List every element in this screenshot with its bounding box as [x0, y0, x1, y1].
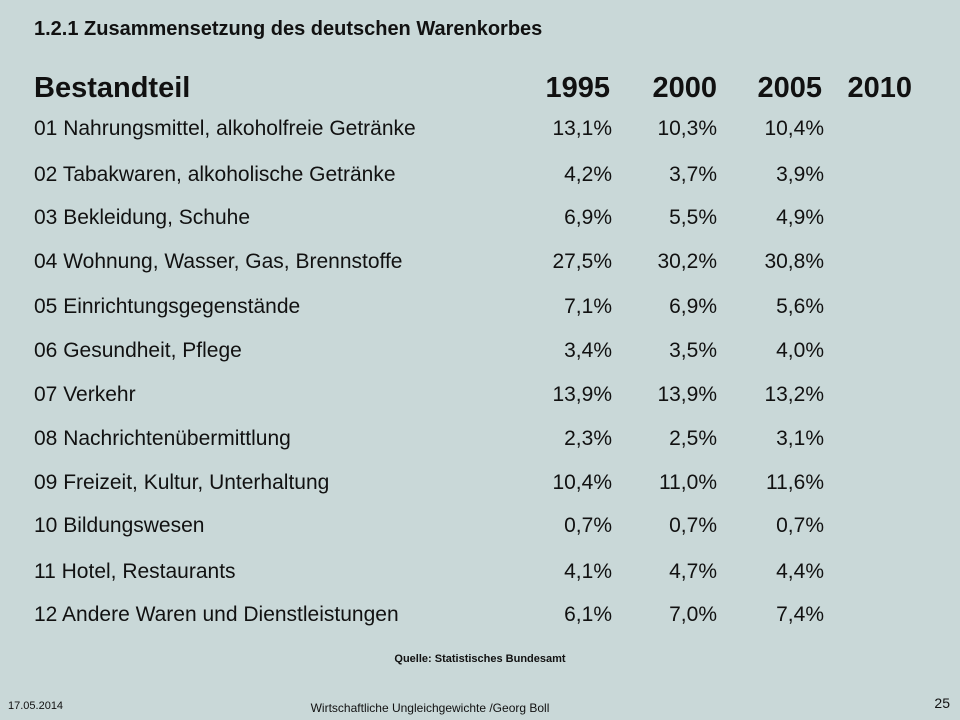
table-cell: 27,5%: [552, 250, 612, 273]
footer-date: 17.05.2014: [8, 700, 64, 712]
row-label: 09 Freizeit, Kultur, Unterhaltung: [34, 471, 330, 494]
table-cell: 30,8%: [764, 250, 824, 273]
table-cell: 13,9%: [552, 383, 612, 406]
table-cell: 4,4%: [776, 560, 824, 583]
header-2005: 2005: [757, 72, 822, 104]
slide-title: 1.2.1 Zusammensetzung des deutschen Ware…: [34, 18, 543, 40]
table-cell: 13,9%: [657, 383, 717, 406]
row-label: 08 Nachrichtenübermittlung: [34, 427, 291, 450]
row-label: 10 Bildungswesen: [34, 514, 205, 537]
page-number: 25: [934, 695, 950, 711]
row-label: 07 Verkehr: [34, 383, 136, 406]
row-label: 12 Andere Waren und Dienstleistungen: [34, 603, 399, 626]
table-cell: 5,5%: [669, 206, 717, 229]
table-cell: 6,9%: [669, 295, 717, 318]
table-cell: 3,5%: [669, 339, 717, 362]
table-cell: 30,2%: [657, 250, 717, 273]
row-label: 05 Einrichtungsgegenstände: [34, 295, 301, 318]
row-label: 11 Hotel, Restaurants: [34, 560, 236, 583]
row-label: 03 Bekleidung, Schuhe: [34, 206, 250, 229]
table-cell: 7,0%: [669, 603, 717, 626]
table-cell: 4,1%: [564, 560, 612, 583]
table-cell: 13,2%: [764, 383, 824, 406]
row-label: 06 Gesundheit, Pflege: [34, 339, 242, 362]
table-cell: 0,7%: [669, 514, 717, 537]
table-cell: 4,9%: [776, 206, 824, 229]
table-cell: 3,7%: [669, 163, 717, 186]
table-cell: 6,1%: [564, 603, 612, 626]
header-bestandteil: Bestandteil: [34, 72, 191, 104]
table-cell: 4,0%: [776, 339, 824, 362]
table-cell: 5,6%: [776, 295, 824, 318]
table-cell: 0,7%: [776, 514, 824, 537]
table-cell: 6,9%: [564, 206, 612, 229]
table-cell: 7,4%: [776, 603, 824, 626]
source-note: Quelle: Statistisches Bundesamt: [394, 653, 566, 665]
table-cell: 10,4%: [764, 117, 824, 140]
table-cell: 10,4%: [552, 471, 612, 494]
table-cell: 13,1%: [552, 117, 612, 140]
row-label: 02 Tabakwaren, alkoholische Getränke: [34, 163, 396, 186]
row-label: 01 Nahrungsmittel, alkoholfreie Getränke: [34, 117, 416, 140]
table-cell: 4,2%: [564, 163, 612, 186]
table-cell: 4,7%: [669, 560, 717, 583]
header-1995: 1995: [545, 72, 610, 104]
table-cell: 3,4%: [564, 339, 612, 362]
table-cell: 7,1%: [564, 295, 612, 318]
table-cell: 11,6%: [766, 471, 824, 494]
table-cell: 2,5%: [669, 427, 717, 450]
table-cell: 3,9%: [776, 163, 824, 186]
table-cell: 0,7%: [564, 514, 612, 537]
row-label: 04 Wohnung, Wasser, Gas, Brennstoffe: [34, 250, 403, 273]
footer-author: Wirtschaftliche Ungleichgewichte /Georg …: [310, 701, 550, 715]
table-cell: 2,3%: [564, 427, 612, 450]
table-cell: 11,0%: [659, 471, 717, 494]
table-cell: 3,1%: [776, 427, 824, 450]
header-2010: 2010: [847, 72, 912, 104]
header-2000: 2000: [652, 72, 717, 104]
table-cell: 10,3%: [657, 117, 717, 140]
